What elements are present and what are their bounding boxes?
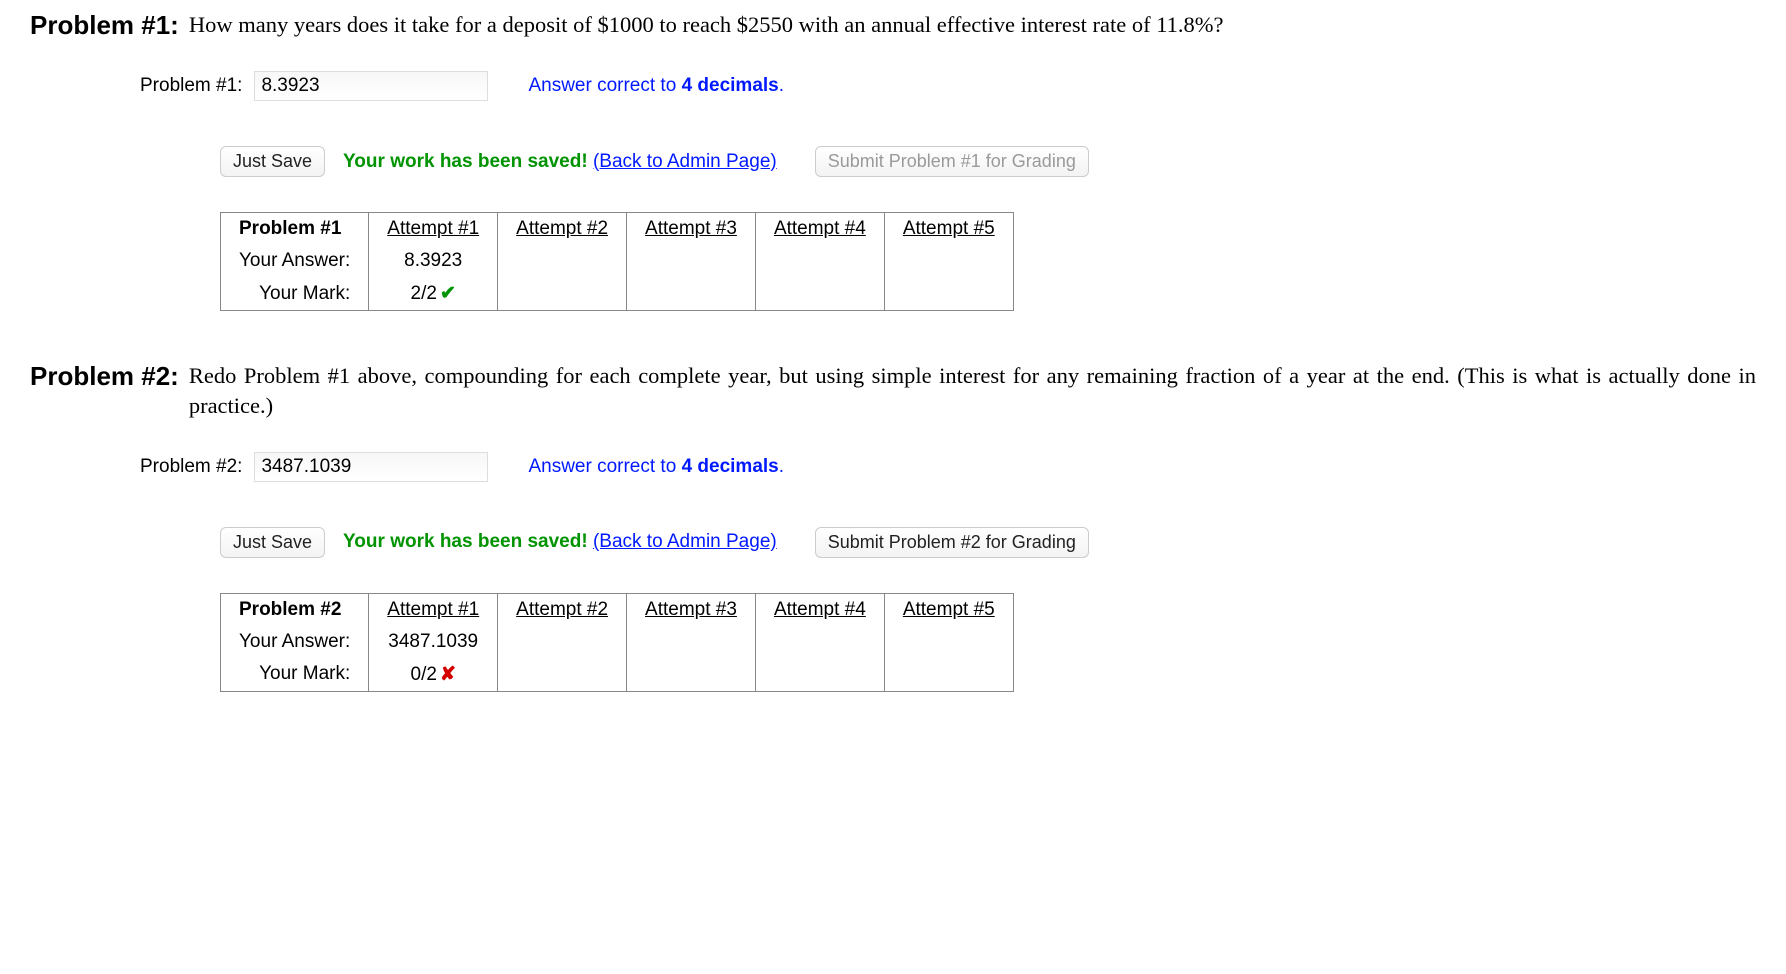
attempts-table: Problem #2Attempt #1Attempt #2Attempt #3… (220, 593, 1014, 692)
answer-label: Problem #2: (140, 456, 242, 478)
table-cell (498, 626, 627, 658)
hint-bold: 4 decimals (682, 456, 779, 477)
table-cell (627, 245, 756, 277)
table-cell: 0/2✘ (369, 658, 498, 692)
attempt-header[interactable]: Attempt #4 (755, 213, 884, 246)
button-row: Just Save Your work has been saved! (Back… (220, 527, 1756, 558)
cell-value: 3487.1039 (388, 631, 478, 652)
table-cell (884, 245, 1013, 277)
problem-header: Problem #2: Redo Problem #1 above, compou… (30, 361, 1756, 422)
answer-hint: Answer correct to 4 decimals. (528, 456, 784, 478)
check-icon: ✔ (440, 283, 456, 304)
just-save-button[interactable]: Just Save (220, 146, 325, 177)
table-cell (498, 658, 627, 692)
problem-header: Problem #1: How many years does it take f… (30, 10, 1756, 41)
table-cell: 8.3923 (369, 245, 498, 277)
saved-and-link: Your work has been saved! (Back to Admin… (343, 151, 777, 173)
answer-hint: Answer correct to 4 decimals. (528, 75, 784, 97)
problem-block: Problem #1: How many years does it take f… (30, 10, 1756, 311)
table-cell: 2/2✔ (369, 277, 498, 311)
saved-message: Your work has been saved! (343, 151, 588, 172)
problem-number-label: Problem #1: (30, 10, 179, 41)
table-cell (755, 658, 884, 692)
saved-message: Your work has been saved! (343, 531, 588, 552)
back-to-admin-link[interactable]: (Back to Admin Page) (593, 531, 777, 552)
table-header-label: Problem #2 (221, 593, 369, 626)
answer-input[interactable] (254, 71, 488, 101)
answer-label: Problem #1: (140, 75, 242, 97)
cross-icon: ✘ (440, 664, 456, 685)
hint-suffix: . (779, 75, 784, 96)
attempt-header[interactable]: Attempt #1 (369, 593, 498, 626)
attempt-header[interactable]: Attempt #1 (369, 213, 498, 246)
hint-prefix: Answer correct to (528, 456, 681, 477)
table-cell (755, 245, 884, 277)
problem-block: Problem #2: Redo Problem #1 above, compou… (30, 361, 1756, 692)
attempts-table: Problem #1Attempt #1Attempt #2Attempt #3… (220, 212, 1014, 311)
table-cell (884, 626, 1013, 658)
submit-button: Submit Problem #1 for Grading (815, 146, 1089, 177)
table-cell (755, 277, 884, 311)
table-cell (498, 277, 627, 311)
attempt-header[interactable]: Attempt #5 (884, 213, 1013, 246)
cell-value: 2/2 (411, 283, 437, 304)
attempt-header[interactable]: Attempt #3 (627, 593, 756, 626)
problem-text: Redo Problem #1 above, compounding for e… (189, 361, 1756, 422)
table-cell (627, 626, 756, 658)
attempt-header[interactable]: Attempt #3 (627, 213, 756, 246)
cell-value: 0/2 (411, 664, 437, 685)
answer-input[interactable] (254, 452, 488, 482)
attempt-header[interactable]: Attempt #5 (884, 593, 1013, 626)
button-row: Just Save Your work has been saved! (Back… (220, 146, 1756, 177)
attempt-header[interactable]: Attempt #4 (755, 593, 884, 626)
attempt-header[interactable]: Attempt #2 (498, 593, 627, 626)
saved-and-link: Your work has been saved! (Back to Admin… (343, 531, 777, 553)
table-cell (498, 245, 627, 277)
problem-number-label: Problem #2: (30, 361, 179, 392)
table-cell (627, 277, 756, 311)
table-cell: 3487.1039 (369, 626, 498, 658)
table-row-label: Your Mark: (221, 658, 369, 692)
table-cell (627, 658, 756, 692)
table-header-label: Problem #1 (221, 213, 369, 246)
attempt-header[interactable]: Attempt #2 (498, 213, 627, 246)
table-cell (884, 277, 1013, 311)
hint-bold: 4 decimals (682, 75, 779, 96)
table-cell (755, 626, 884, 658)
back-to-admin-link[interactable]: (Back to Admin Page) (593, 151, 777, 172)
submit-button[interactable]: Submit Problem #2 for Grading (815, 527, 1089, 558)
table-row-label: Your Mark: (221, 277, 369, 311)
answer-row: Problem #2: Answer correct to 4 decimals. (140, 452, 1756, 482)
table-row-label: Your Answer: (221, 245, 369, 277)
hint-suffix: . (779, 456, 784, 477)
table-row-label: Your Answer: (221, 626, 369, 658)
answer-row: Problem #1: Answer correct to 4 decimals. (140, 71, 1756, 101)
table-cell (884, 658, 1013, 692)
just-save-button[interactable]: Just Save (220, 527, 325, 558)
cell-value: 8.3923 (404, 250, 462, 271)
hint-prefix: Answer correct to (528, 75, 681, 96)
problem-text: How many years does it take for a deposi… (189, 10, 1756, 40)
